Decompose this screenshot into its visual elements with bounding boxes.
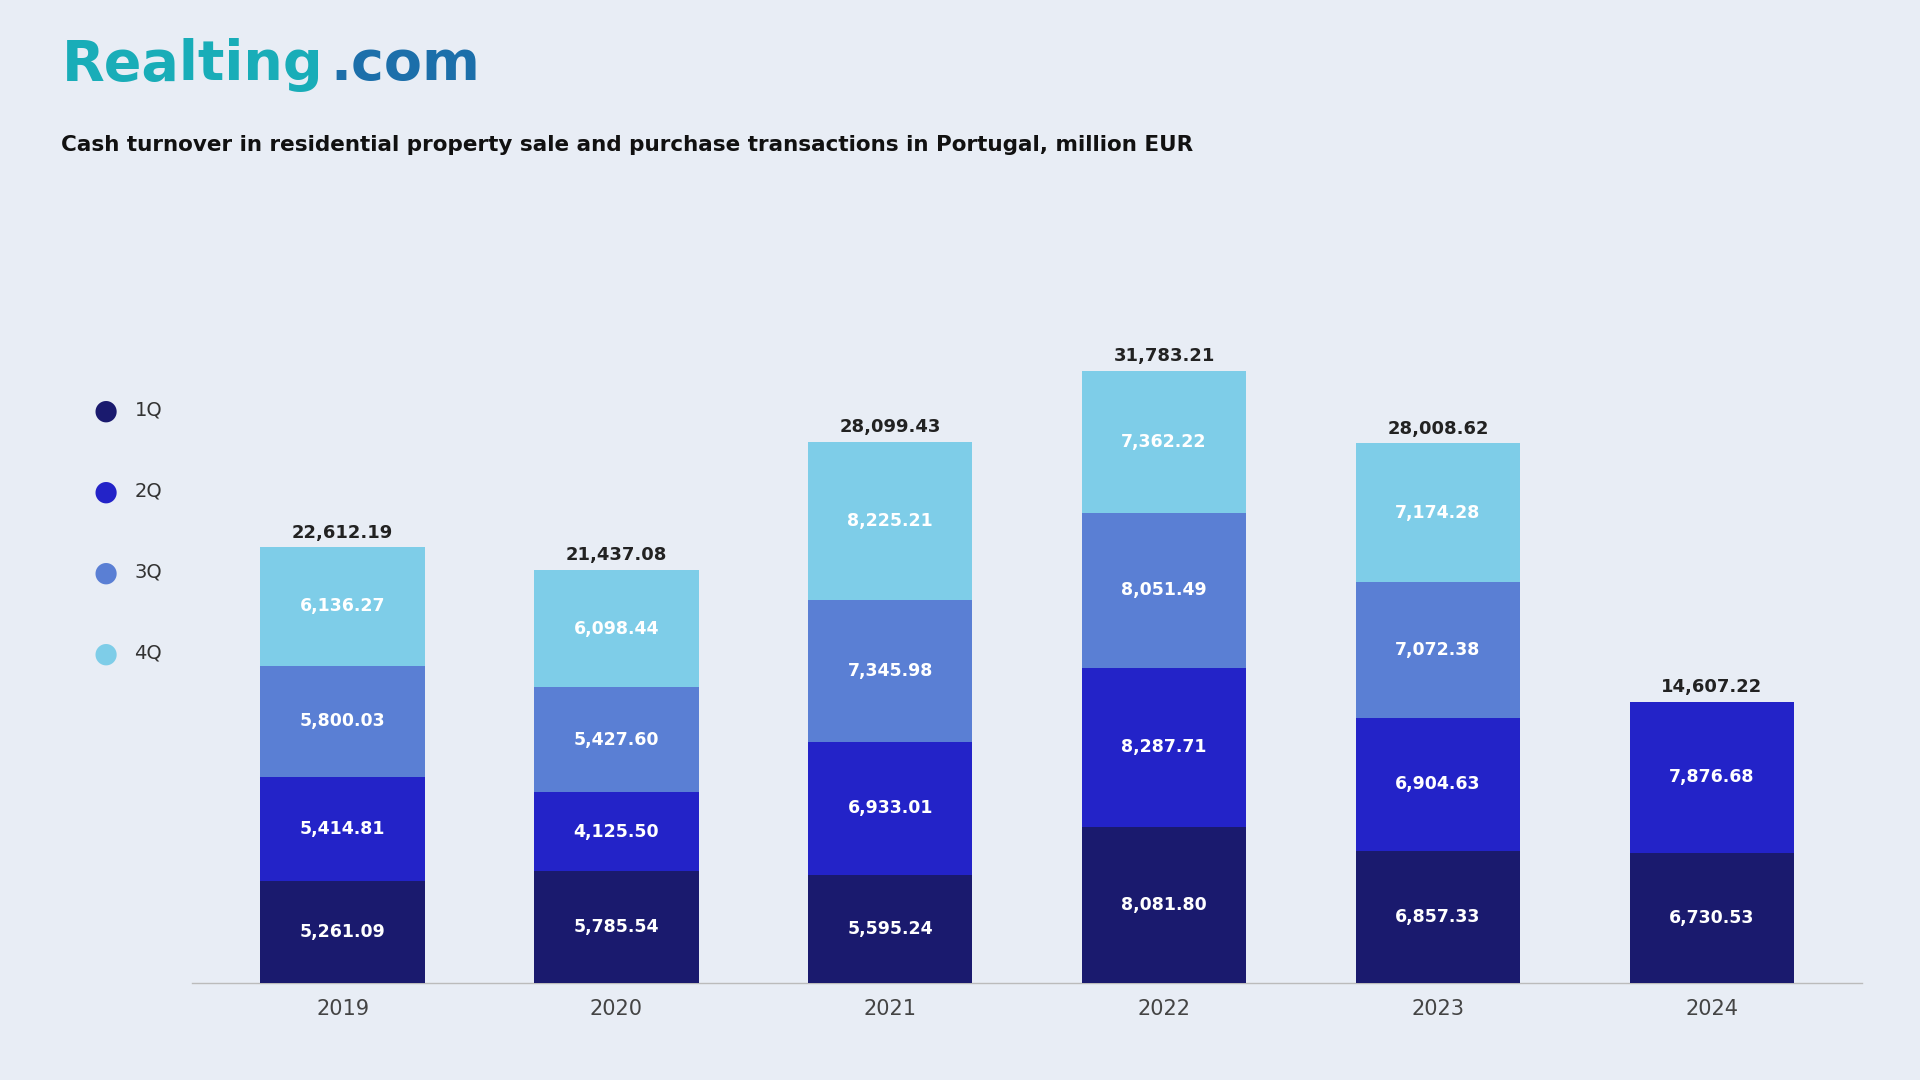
Bar bbox=[1356, 582, 1521, 718]
Text: 8,287.71: 8,287.71 bbox=[1121, 739, 1208, 756]
Bar bbox=[1083, 513, 1246, 667]
Bar bbox=[534, 688, 699, 792]
Text: 4Q: 4Q bbox=[134, 644, 161, 663]
Bar bbox=[1083, 370, 1246, 513]
Text: 4,125.50: 4,125.50 bbox=[574, 823, 659, 840]
Text: ●: ● bbox=[94, 639, 117, 667]
Text: 8,081.80: 8,081.80 bbox=[1121, 896, 1208, 914]
Text: 6,136.27: 6,136.27 bbox=[300, 597, 386, 616]
Bar bbox=[808, 875, 972, 983]
Text: 31,783.21: 31,783.21 bbox=[1114, 347, 1215, 365]
Text: 14,607.22: 14,607.22 bbox=[1661, 678, 1763, 696]
Text: 7,072.38: 7,072.38 bbox=[1396, 640, 1480, 659]
Text: 22,612.19: 22,612.19 bbox=[292, 524, 394, 541]
Bar bbox=[534, 872, 699, 983]
Text: 6,730.53: 6,730.53 bbox=[1668, 909, 1755, 927]
Text: 6,904.63: 6,904.63 bbox=[1396, 775, 1480, 794]
Text: 6,098.44: 6,098.44 bbox=[574, 620, 659, 637]
Bar bbox=[261, 778, 424, 881]
Text: Cash turnover in residential property sale and purchase transactions in Portugal: Cash turnover in residential property sa… bbox=[61, 135, 1194, 156]
Text: 5,261.09: 5,261.09 bbox=[300, 923, 386, 941]
Text: 5,414.81: 5,414.81 bbox=[300, 821, 386, 838]
Bar bbox=[808, 442, 972, 600]
Text: 5,800.03: 5,800.03 bbox=[300, 713, 386, 730]
Text: ●: ● bbox=[94, 396, 117, 424]
Text: 5,595.24: 5,595.24 bbox=[847, 920, 933, 937]
Text: 8,225.21: 8,225.21 bbox=[847, 512, 933, 530]
Text: 8,051.49: 8,051.49 bbox=[1121, 581, 1208, 599]
Text: 3Q: 3Q bbox=[134, 563, 161, 582]
Text: 7,174.28: 7,174.28 bbox=[1396, 503, 1480, 522]
Bar bbox=[1356, 444, 1521, 582]
Text: 7,345.98: 7,345.98 bbox=[847, 662, 933, 679]
Text: ●: ● bbox=[94, 558, 117, 586]
Bar bbox=[261, 548, 424, 665]
Bar bbox=[534, 570, 699, 688]
Bar bbox=[1630, 702, 1793, 853]
Bar bbox=[1083, 827, 1246, 983]
Bar bbox=[808, 742, 972, 875]
Bar bbox=[1630, 853, 1793, 983]
Text: 28,008.62: 28,008.62 bbox=[1388, 420, 1488, 437]
Text: 5,427.60: 5,427.60 bbox=[574, 731, 659, 748]
Text: 1Q: 1Q bbox=[134, 401, 161, 420]
Text: 5,785.54: 5,785.54 bbox=[574, 918, 659, 936]
Text: ●: ● bbox=[94, 477, 117, 505]
Text: 6,933.01: 6,933.01 bbox=[847, 799, 933, 818]
Text: 6,857.33: 6,857.33 bbox=[1396, 908, 1480, 926]
Text: 2Q: 2Q bbox=[134, 482, 161, 501]
Text: Realting: Realting bbox=[61, 38, 323, 92]
Text: 7,362.22: 7,362.22 bbox=[1121, 433, 1208, 450]
Text: 21,437.08: 21,437.08 bbox=[566, 546, 666, 564]
Bar bbox=[261, 881, 424, 983]
Bar bbox=[1356, 718, 1521, 851]
Bar bbox=[808, 600, 972, 742]
Text: .com: .com bbox=[330, 38, 480, 92]
Bar bbox=[534, 792, 699, 872]
Bar bbox=[1083, 667, 1246, 827]
Text: 28,099.43: 28,099.43 bbox=[839, 418, 941, 436]
Bar bbox=[261, 665, 424, 778]
Text: 7,876.68: 7,876.68 bbox=[1668, 768, 1755, 786]
Bar bbox=[1356, 851, 1521, 983]
